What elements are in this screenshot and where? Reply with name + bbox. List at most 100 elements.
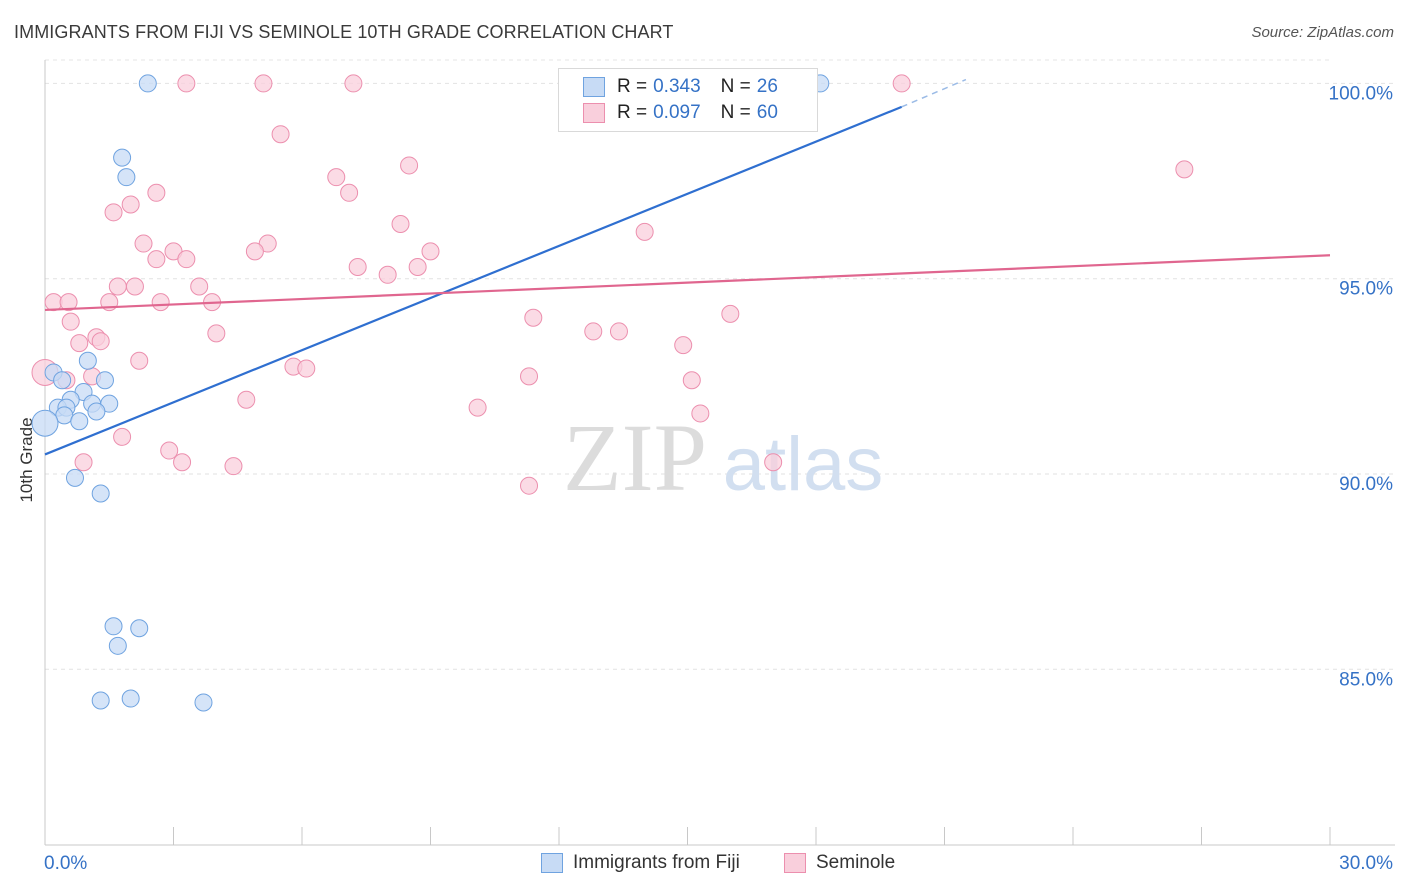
- seminole-point: [421, 242, 440, 261]
- seminole-point: [104, 203, 123, 222]
- seminole-point: [173, 453, 192, 472]
- y-tick-label: 100.0%: [1329, 83, 1394, 104]
- fiji-point: [138, 74, 157, 93]
- legend-r-value: 0.097: [653, 102, 701, 123]
- seminole-point: [61, 312, 80, 331]
- seminole-point: [177, 250, 196, 269]
- legend-r-label: R =: [617, 76, 648, 97]
- grid-lines: [45, 59, 1395, 670]
- seminole-point: [468, 398, 487, 417]
- series-swatch-fiji: [541, 853, 563, 873]
- seminole-point: [327, 168, 346, 187]
- fiji-point: [78, 351, 97, 370]
- seminole-point: [520, 367, 539, 386]
- seminole-point: [125, 277, 144, 296]
- seminole-point: [348, 257, 367, 276]
- seminole-trend-line: [44, 254, 1331, 312]
- legend-swatch-fiji: [583, 77, 605, 97]
- seminole-point: [147, 250, 166, 269]
- seminole-point: [400, 156, 419, 175]
- fiji-point: [130, 619, 149, 638]
- y-tick-label: 85.0%: [1339, 669, 1393, 690]
- chart-title: IMMIGRANTS FROM FIJI VS SEMINOLE 10TH GR…: [14, 22, 674, 42]
- fiji-point: [104, 617, 123, 636]
- seminole-point: [237, 390, 256, 409]
- seminole-point: [674, 336, 693, 355]
- seminole-point: [177, 74, 196, 93]
- y-tick-label: 95.0%: [1339, 279, 1393, 300]
- seminole-point: [70, 334, 89, 353]
- seminole-point: [190, 277, 209, 296]
- legend-r-value: 0.343: [653, 76, 701, 97]
- seminole-point: [378, 265, 397, 284]
- seminole-point: [391, 215, 410, 234]
- seminole-point: [91, 332, 110, 351]
- watermark-zip: ZIP: [563, 404, 707, 511]
- seminole-point: [44, 293, 63, 312]
- x-tick-label: 30.0%: [1339, 853, 1393, 874]
- fiji-point: [108, 636, 127, 655]
- data-points: [31, 74, 1194, 712]
- source-credit: Source: ZipAtlas.com: [1251, 24, 1394, 41]
- seminole-point: [1175, 160, 1194, 179]
- seminole-point: [245, 242, 264, 261]
- fiji-trend-line: [44, 105, 903, 456]
- seminole-point: [584, 322, 603, 341]
- seminole-point: [130, 351, 149, 370]
- seminole-point: [524, 308, 543, 327]
- seminole-point: [340, 183, 359, 202]
- legend-box: R = 0.343 N = 26 R = 0.097 N = 60: [558, 68, 818, 132]
- legend-row-fiji: R = 0.343 N = 26: [583, 75, 778, 99]
- seminole-point: [121, 195, 140, 214]
- trend-lines: [44, 78, 1331, 456]
- fiji-point: [95, 371, 114, 390]
- seminole-point: [764, 453, 783, 472]
- seminole-point: [408, 257, 427, 276]
- y-tick-label: 90.0%: [1339, 474, 1393, 495]
- fiji-point: [194, 693, 213, 712]
- seminole-point: [892, 74, 911, 93]
- seminole-point: [682, 371, 701, 390]
- series-legend-seminole: Seminole: [784, 852, 895, 874]
- legend-swatch-seminole: [583, 103, 605, 123]
- seminole-point: [609, 322, 628, 341]
- fiji-point: [113, 148, 132, 167]
- fiji-point: [91, 484, 110, 503]
- seminole-point: [74, 453, 93, 472]
- axes: [44, 60, 1395, 846]
- tick-labels: 100.0% 95.0% 90.0% 85.0% 0.0% 30.0%: [44, 83, 1393, 874]
- series-legend-fiji: Immigrants from Fiji: [541, 852, 740, 874]
- watermark-atlas: atlas: [723, 422, 884, 507]
- legend-n-label: N =: [720, 102, 751, 123]
- series-legend-label: Seminole: [816, 852, 896, 873]
- fiji-point: [70, 412, 89, 431]
- seminole-point: [344, 74, 363, 93]
- legend-n-value: 26: [756, 76, 778, 97]
- seminole-point: [207, 324, 226, 343]
- series-swatch-seminole: [784, 853, 806, 873]
- fiji-point: [31, 409, 59, 437]
- seminole-point: [721, 304, 740, 323]
- fiji-trend-extension: [901, 78, 967, 108]
- seminole-point: [108, 277, 127, 296]
- fiji-point: [65, 468, 84, 487]
- seminole-point: [113, 427, 132, 446]
- series-legend: Immigrants from Fiji Seminole: [0, 852, 1406, 876]
- seminole-point: [224, 457, 243, 476]
- legend-r-label: R =: [617, 102, 648, 123]
- fiji-point: [53, 371, 72, 390]
- seminole-point: [254, 74, 273, 93]
- seminole-point: [297, 359, 316, 378]
- seminole-point: [151, 293, 170, 312]
- seminole-point: [160, 441, 179, 460]
- series-legend-label: Immigrants from Fiji: [573, 852, 740, 873]
- legend-n-label: N =: [720, 76, 751, 97]
- seminole-point: [520, 476, 539, 495]
- legend-row-seminole: R = 0.097 N = 60: [583, 101, 778, 125]
- fiji-point: [87, 402, 106, 421]
- fiji-point: [121, 689, 140, 708]
- fiji-point: [91, 691, 110, 710]
- x-tick-label: 0.0%: [44, 853, 87, 874]
- fiji-point: [117, 168, 136, 187]
